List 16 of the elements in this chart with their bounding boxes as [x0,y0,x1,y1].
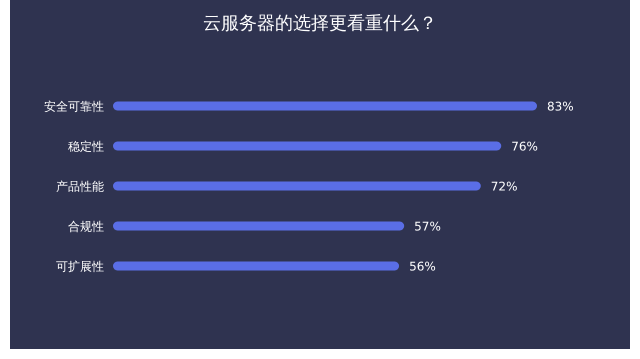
y-tick-label: 安全可靠性 [44,100,104,114]
data-label: 76% [511,140,538,154]
data-label: 57% [414,220,441,234]
data-label: 56% [409,260,436,274]
bar [113,182,481,190]
data-label: 83% [547,100,574,114]
bar [113,262,400,270]
y-tick-label: 产品性能 [56,180,104,194]
bar [113,102,537,110]
chart-title: 云服务器的选择更看重什么？ [203,13,437,34]
y-tick-label: 稳定性 [68,140,104,154]
y-tick-label: 可扩展性 [56,260,104,274]
y-tick-label: 合规性 [68,220,104,234]
bar [113,222,404,230]
bar [113,142,502,150]
data-label: 72% [490,180,518,194]
